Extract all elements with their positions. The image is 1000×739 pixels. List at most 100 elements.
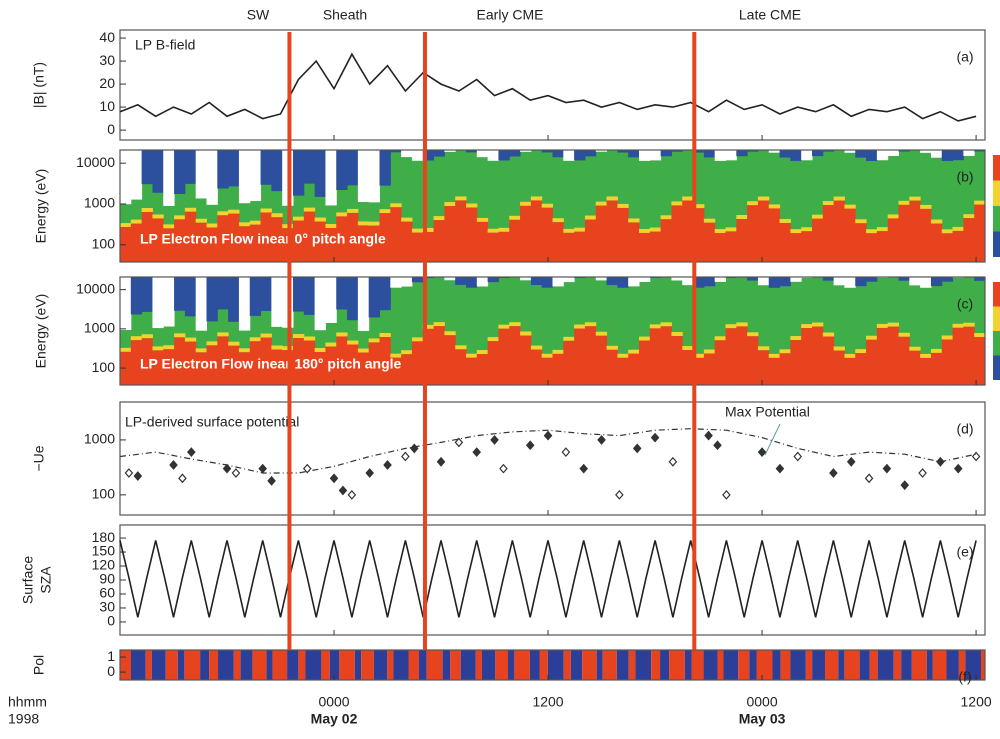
spectrogram-cell xyxy=(877,328,888,385)
spectrogram-cell xyxy=(704,350,715,354)
spectrogram-cell xyxy=(293,277,304,312)
colorbar xyxy=(993,206,1000,232)
spectrogram-cell xyxy=(207,150,218,205)
data-point xyxy=(937,458,944,466)
spectrogram-cell xyxy=(217,150,228,189)
spectrogram-cell xyxy=(466,354,477,358)
spectrogram-cell xyxy=(347,150,358,185)
data-point xyxy=(580,465,587,473)
spectrogram-cell xyxy=(953,324,964,328)
y-tick-label: 10000 xyxy=(76,280,115,296)
spectrogram-cell xyxy=(261,277,272,311)
spectrogram-cell xyxy=(628,218,639,222)
y-axis-label: Energy (eV) xyxy=(33,294,49,369)
data-point xyxy=(634,444,641,452)
spectrogram-cell xyxy=(617,277,628,288)
spectrogram-cell xyxy=(390,207,401,262)
spectrogram-cell xyxy=(444,331,455,335)
data-point xyxy=(366,469,373,477)
spectrogram-cell xyxy=(563,229,574,233)
spectrogram-cell xyxy=(304,337,315,341)
spectrogram-cell xyxy=(650,228,661,232)
spectrogram-cell xyxy=(174,333,185,337)
spectrogram-cell xyxy=(617,208,628,262)
spectrogram-cell xyxy=(931,349,942,353)
spectrogram-cell xyxy=(239,348,250,352)
spectrogram-cell xyxy=(142,334,153,338)
spectrogram-cell xyxy=(217,277,228,309)
spectrogram-cell xyxy=(434,322,445,326)
y-tick-label: 40 xyxy=(99,29,115,45)
spectrogram-cell xyxy=(380,150,391,186)
spectrogram-cell xyxy=(336,150,347,190)
spectrogram-cell xyxy=(888,218,899,262)
polarity-stripe xyxy=(374,650,387,680)
polarity-stripe xyxy=(166,650,178,680)
spectrogram-cell xyxy=(498,232,509,262)
polarity-stripe xyxy=(450,650,460,680)
x-tick-label: 0000 xyxy=(318,694,349,710)
spectrogram-cell xyxy=(434,220,445,262)
y-tick-label: 30 xyxy=(99,599,115,615)
data-point xyxy=(339,487,346,495)
spectrogram-cell xyxy=(401,354,412,385)
data-line xyxy=(120,540,976,617)
phase-label: Late CME xyxy=(739,7,801,23)
polarity-stripe xyxy=(209,650,218,680)
spectrogram-cell xyxy=(942,233,953,262)
spectrogram-cell xyxy=(931,277,942,286)
spectrogram-cell xyxy=(963,150,974,156)
spectrogram-cell xyxy=(758,277,769,285)
spectrogram-cell xyxy=(304,150,315,184)
spectrogram-cell xyxy=(855,349,866,353)
data-point xyxy=(866,474,873,482)
polarity-stripe xyxy=(234,650,241,680)
spectrogram-cell xyxy=(877,324,888,328)
panel-title: LP Electron Flow inear 0° pitch angle xyxy=(140,231,386,247)
spectrogram-cell xyxy=(974,333,985,337)
spectrogram-cell xyxy=(228,277,239,322)
x-date-label: May 02 xyxy=(311,711,358,727)
polarity-stripe xyxy=(912,650,927,680)
spectrogram-cell xyxy=(325,224,336,228)
panel-title: LP B-field xyxy=(135,37,195,53)
spectrogram-cell xyxy=(909,277,920,285)
spectrogram-cell xyxy=(477,277,488,286)
y-tick-label: 10 xyxy=(99,98,115,114)
spectrogram-cell xyxy=(207,341,218,345)
spectrogram-cell xyxy=(152,277,163,328)
y-tick-label: 0 xyxy=(107,613,115,629)
spectrogram-cell xyxy=(401,150,412,157)
spectrogram-cell xyxy=(174,215,185,219)
spectrogram-cell xyxy=(261,334,272,338)
spectrogram-cell xyxy=(358,150,369,202)
spectrogram-cell xyxy=(844,277,855,288)
spectrogram-cell xyxy=(736,219,747,262)
spectrogram-cell xyxy=(152,214,163,218)
polarity-stripe xyxy=(548,650,564,680)
data-point xyxy=(384,461,391,469)
spectrogram-cell xyxy=(866,340,877,385)
y-tick-label: 1 xyxy=(107,648,115,664)
spectrogram-cell xyxy=(455,345,466,349)
spectrogram-cell xyxy=(726,231,737,262)
spectrogram-cell xyxy=(563,277,574,282)
spectrogram-cell xyxy=(812,219,823,262)
spectrogram-cell xyxy=(704,150,715,157)
spectrogram-cell xyxy=(801,227,812,231)
y-tick-label: 100 xyxy=(92,359,116,375)
spectrogram-cell xyxy=(412,150,423,161)
spectrogram-cell xyxy=(963,214,974,218)
data-point xyxy=(723,491,730,499)
spectrogram-cell xyxy=(963,218,974,262)
spectrogram-cell xyxy=(477,150,488,157)
spectrogram-cell xyxy=(596,336,607,385)
spectrogram-cell xyxy=(455,200,466,262)
spectrogram-cell xyxy=(823,333,834,337)
y-tick-label: 1000 xyxy=(84,320,115,336)
spectrogram-cell xyxy=(293,217,304,221)
data-point xyxy=(598,436,605,444)
spectrogram-cell xyxy=(920,277,931,288)
polarity-stripe xyxy=(790,650,805,680)
polarity-stripe xyxy=(749,650,756,680)
